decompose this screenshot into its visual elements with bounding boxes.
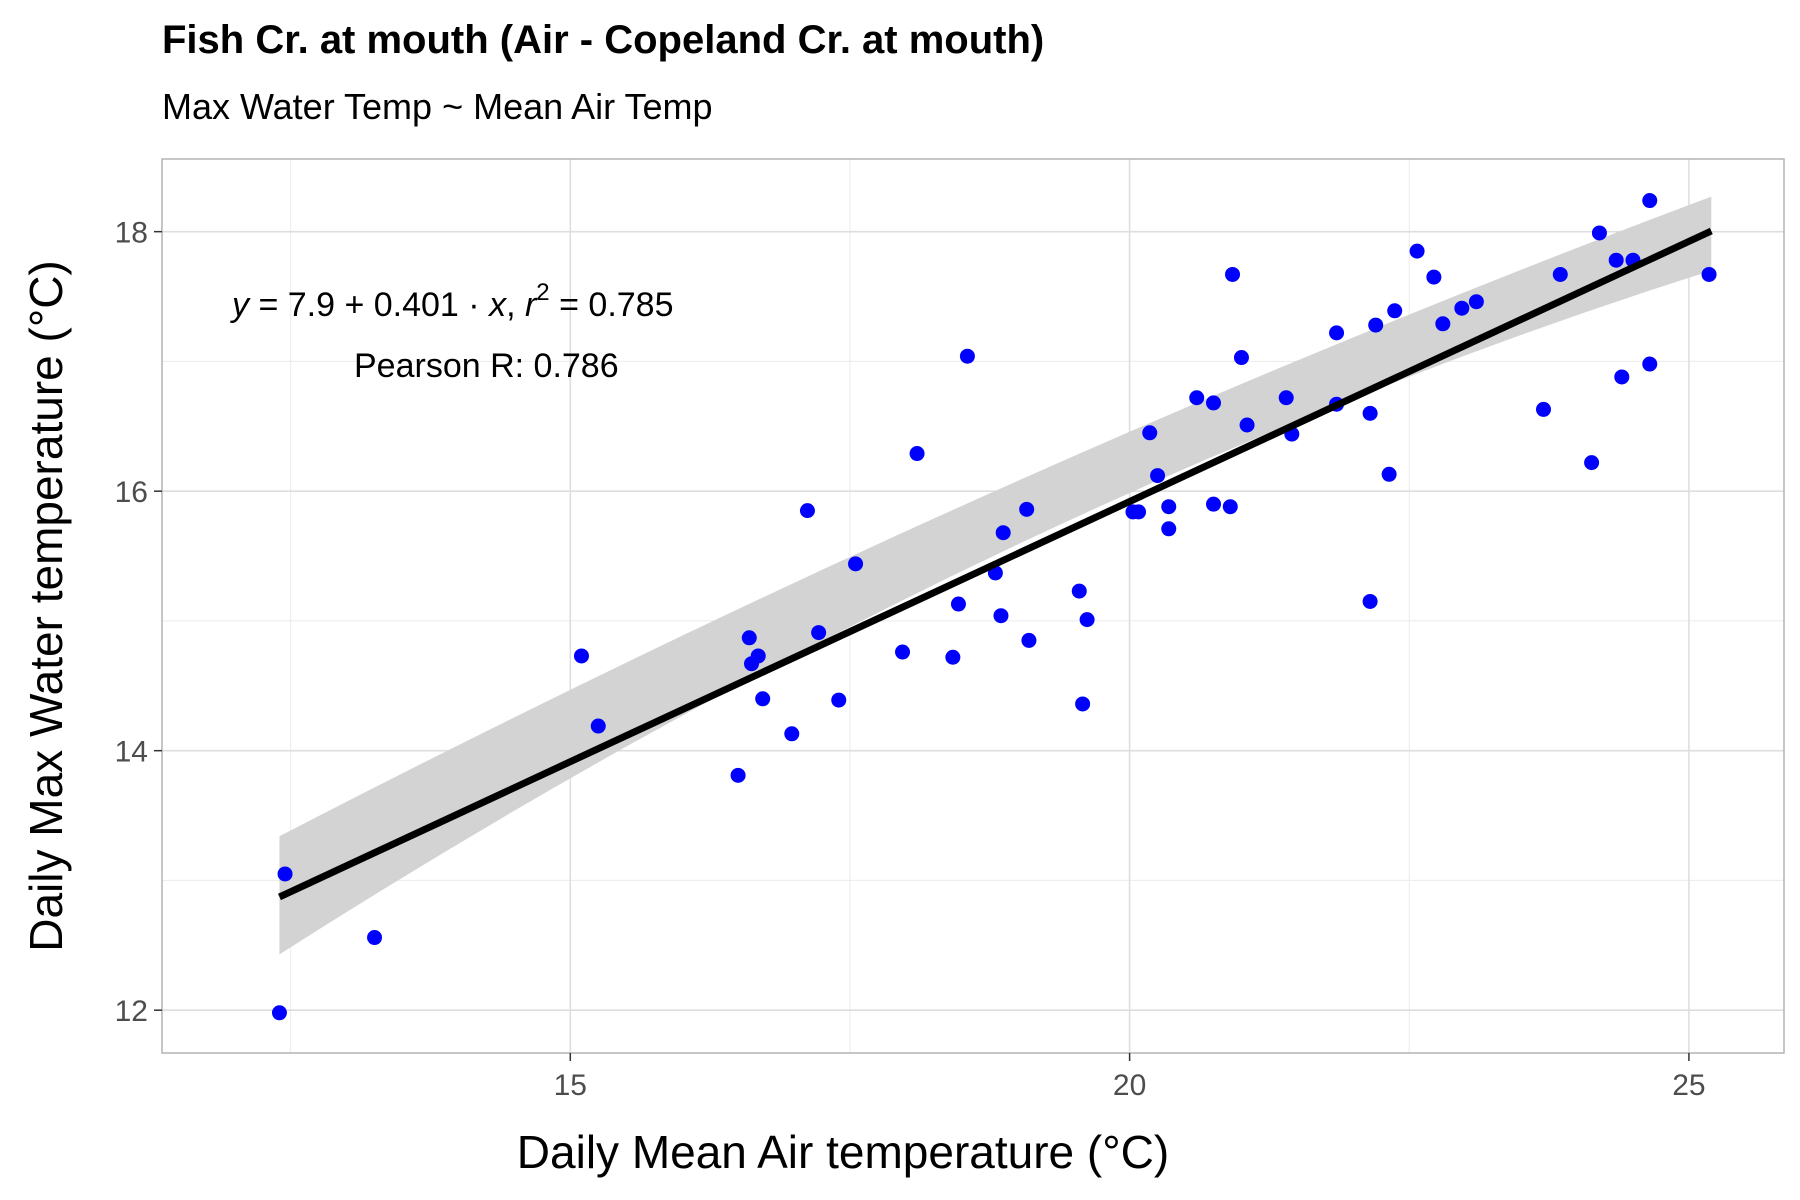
x-axis-title: Daily Mean Air temperature (°C)	[517, 1126, 1169, 1178]
data-point	[1468, 294, 1484, 310]
regression-equation: y = 7.9 + 0.401 · x, r2 = 0.785	[230, 279, 674, 324]
x-tick-label: 20	[1113, 1069, 1146, 1102]
y-tick-label: 18	[115, 217, 148, 250]
x-tick-label: 25	[1672, 1069, 1705, 1102]
pearson-r-label: Pearson R: 0.786	[354, 347, 619, 385]
data-point	[1233, 350, 1249, 366]
y-tick-label: 16	[115, 476, 148, 509]
data-point	[811, 625, 827, 641]
data-point	[1161, 521, 1177, 537]
equation-lhs: y	[230, 286, 251, 324]
data-point	[1362, 405, 1378, 421]
x-tick-label: 15	[554, 1069, 587, 1102]
data-point	[950, 596, 966, 612]
chart-title: Fish Cr. at mouth (Air - Copeland Cr. at…	[162, 18, 1045, 62]
data-point	[1206, 496, 1222, 512]
data-point	[730, 767, 746, 783]
data-point	[1019, 501, 1035, 517]
regression-line	[277, 227, 1713, 901]
data-point	[1591, 225, 1607, 241]
equation-rhs: = 0.785	[550, 286, 674, 324]
panel-border	[161, 158, 1785, 1054]
data-point	[784, 726, 800, 742]
y-axis-title: Daily Max Water temperature (°C)	[20, 260, 72, 952]
data-point	[1642, 193, 1658, 209]
data-point	[1535, 401, 1551, 417]
data-point	[1426, 269, 1442, 285]
y-axis-ticks: 12 14 16 18	[115, 217, 162, 1028]
data-point	[1071, 583, 1087, 599]
equation-mid: = 7.9 + 0.401 ·	[249, 286, 489, 324]
data-point	[1387, 303, 1403, 319]
data-point	[1381, 466, 1397, 482]
data-point	[1362, 593, 1378, 609]
y-tick-label: 14	[115, 736, 148, 769]
data-point	[1552, 266, 1568, 282]
x-axis-ticks: 15 20 25	[554, 1053, 1706, 1102]
data-point	[755, 691, 771, 707]
data-point	[367, 930, 383, 946]
data-point	[848, 556, 864, 572]
data-point	[271, 1005, 287, 1021]
data-point	[1142, 425, 1158, 441]
data-point	[1225, 266, 1241, 282]
data-point	[1222, 499, 1238, 515]
data-point	[1614, 369, 1630, 385]
data-point	[1435, 316, 1451, 332]
equation-r: r	[525, 286, 538, 324]
data-point	[1409, 243, 1425, 259]
equation-x: x	[487, 286, 507, 324]
equation-exponent: 2	[536, 279, 549, 306]
data-point	[1329, 325, 1345, 341]
major-grid	[162, 159, 1784, 1053]
data-point	[1189, 390, 1205, 406]
data-point	[1079, 612, 1095, 628]
data-point	[945, 649, 961, 665]
data-point	[1608, 252, 1624, 268]
data-point	[277, 866, 293, 882]
data-point	[590, 718, 606, 734]
data-point	[895, 644, 911, 660]
data-point	[1161, 499, 1177, 515]
confidence-band	[279, 196, 1712, 955]
equation-sep: ,	[506, 286, 525, 324]
data-point	[750, 648, 766, 664]
data-point	[1075, 696, 1091, 712]
data-point	[959, 348, 975, 364]
data-point	[573, 648, 589, 664]
data-point	[1642, 356, 1658, 372]
data-point	[1454, 300, 1470, 316]
data-point	[1701, 266, 1717, 282]
data-point	[831, 692, 847, 708]
data-point	[1021, 632, 1037, 648]
data-point	[799, 503, 815, 519]
data-point	[995, 525, 1011, 541]
data-point	[993, 608, 1009, 624]
data-point	[1131, 504, 1147, 520]
data-point	[1368, 317, 1384, 333]
data-point	[1206, 395, 1222, 411]
data-point	[909, 446, 925, 462]
data-point	[1150, 468, 1166, 484]
data-point	[1278, 390, 1294, 406]
y-tick-label: 12	[115, 995, 148, 1028]
data-point	[741, 630, 757, 646]
data-point	[1239, 417, 1255, 433]
minor-grid	[162, 159, 1784, 1053]
data-point	[1584, 455, 1600, 471]
chart-subtitle: Max Water Temp ~ Mean Air Temp	[162, 86, 713, 127]
data-points	[271, 193, 1717, 1021]
